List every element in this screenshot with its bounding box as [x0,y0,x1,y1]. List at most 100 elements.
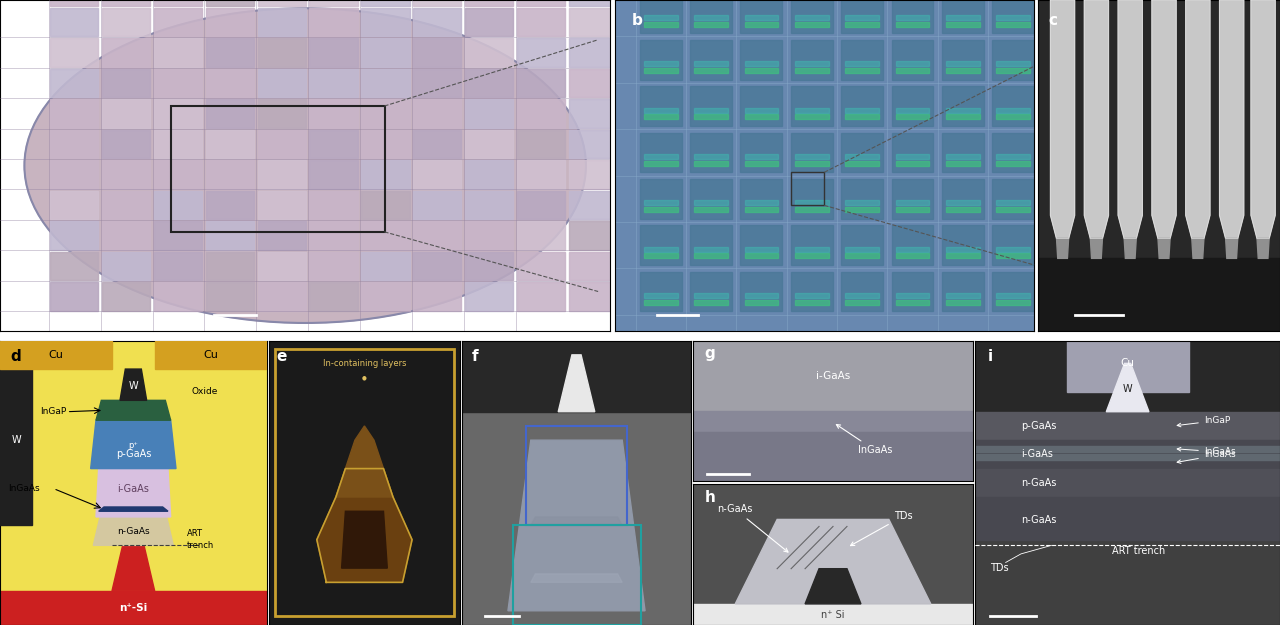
Bar [102,252,150,280]
Bar [942,132,984,173]
Bar [694,247,728,252]
Bar [740,86,782,126]
Polygon shape [1056,239,1069,258]
Bar [154,191,202,219]
Bar [568,69,617,98]
Bar [690,179,732,219]
Bar [896,300,929,305]
Text: InGaP: InGaP [1178,416,1230,427]
Bar [946,114,979,119]
Bar [694,61,728,66]
Bar [644,114,677,119]
Bar [644,247,677,252]
Bar [517,130,566,158]
Bar [942,40,984,79]
Bar [517,252,566,280]
Bar [310,221,357,250]
Bar [154,161,202,189]
Bar [795,114,828,119]
Text: n⁺ Si: n⁺ Si [822,610,845,620]
Text: i-GaAs: i-GaAs [1021,449,1053,459]
Bar [206,99,253,128]
Bar [740,225,782,265]
Bar [992,40,1034,79]
Polygon shape [1119,0,1142,239]
Polygon shape [1152,0,1176,239]
Bar [946,15,979,20]
Bar [946,247,979,252]
Text: InGaP: InGaP [40,408,67,416]
Bar [745,161,778,166]
Bar [791,179,833,219]
Bar [996,201,1030,206]
Text: d: d [10,349,22,364]
Bar [361,99,410,128]
Bar [845,154,879,159]
Bar [568,38,617,67]
Bar [310,0,357,6]
Bar [568,161,617,189]
Bar [206,8,253,36]
Bar [841,179,883,219]
Polygon shape [1192,239,1204,258]
Bar [361,8,410,36]
Bar [644,300,677,305]
Bar [257,38,306,67]
Text: W: W [1123,384,1133,394]
Bar [465,99,513,128]
Text: i-GaAs: i-GaAs [815,371,850,381]
Bar [740,132,782,173]
Bar [896,61,929,66]
Bar [0,341,113,369]
Bar [568,99,617,128]
Bar [413,38,461,67]
Text: h: h [704,490,716,505]
Bar [946,253,979,258]
Bar [517,69,566,98]
Bar [640,40,682,79]
Bar [841,272,883,311]
Bar [526,426,627,526]
Text: ART: ART [187,529,202,539]
Polygon shape [1257,239,1270,258]
Bar [568,191,617,219]
Bar [50,99,99,128]
Bar [891,225,933,265]
Bar [896,293,929,298]
Bar [845,293,879,298]
Text: n-GaAs: n-GaAs [116,527,150,536]
Bar [946,154,979,159]
Bar [795,201,828,206]
Bar [361,38,410,67]
Bar [517,221,566,250]
Bar [50,0,99,6]
Bar [257,8,306,36]
Bar [946,21,979,26]
Polygon shape [1091,239,1102,258]
Bar [50,38,99,67]
Bar [845,61,879,66]
Bar [361,130,410,158]
Bar [102,161,150,189]
Bar [512,526,640,625]
Bar [517,8,566,36]
Bar [694,154,728,159]
Bar [745,15,778,20]
Bar [50,8,99,36]
Bar [896,107,929,112]
Bar [361,252,410,280]
Bar [102,8,150,36]
Bar [206,282,253,311]
Text: Cu: Cu [49,350,64,360]
Bar [640,272,682,311]
Bar [996,161,1030,166]
Bar [996,61,1030,66]
Bar [694,253,728,258]
Bar [154,221,202,250]
Bar [992,86,1034,126]
Bar [310,69,357,98]
Bar [996,247,1030,252]
Bar [361,69,410,98]
Bar [465,8,513,36]
Bar [745,253,778,258]
